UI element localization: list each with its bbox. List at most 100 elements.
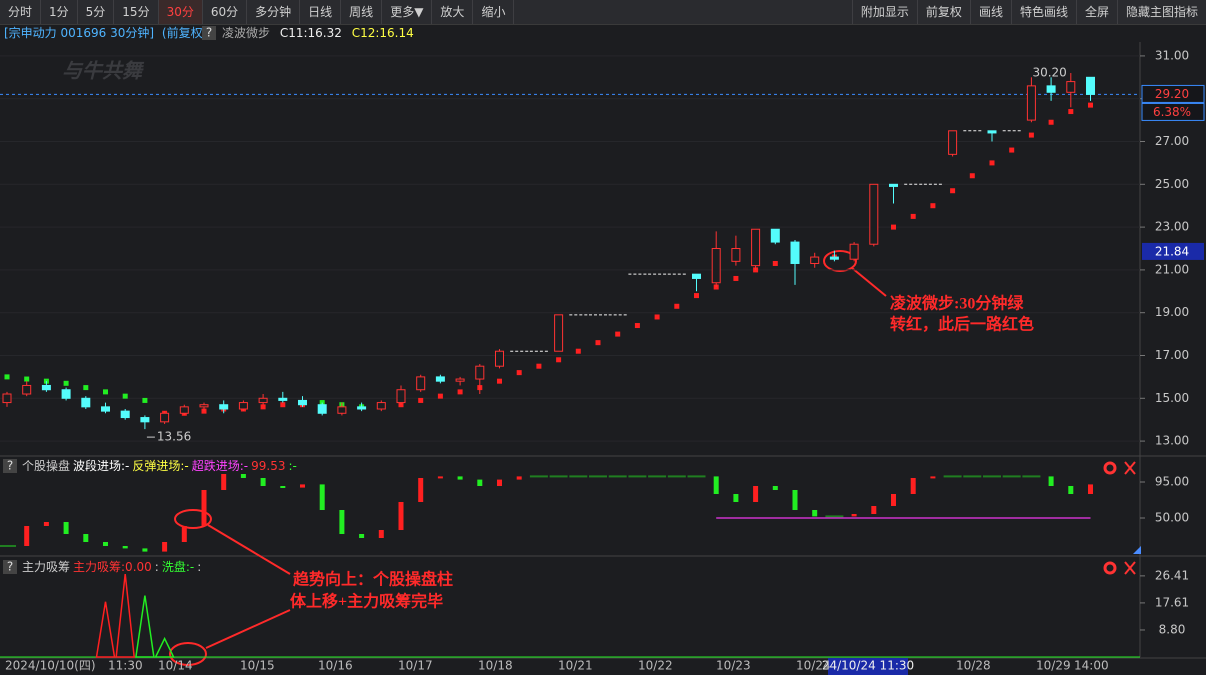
- toolbar-button[interactable]: 更多▼: [382, 0, 433, 24]
- annotation: 凌波微步:30分钟绿: [890, 294, 1024, 313]
- toolbar-button[interactable]: 30分: [158, 0, 203, 24]
- cursor-price: 21.84: [1155, 244, 1189, 258]
- trend-dot: [772, 260, 778, 266]
- period-buttons: 分时 1分 5分 15分 30分 60分 多分钟 日线 周线 更多▼ 放大 缩小: [0, 0, 515, 24]
- c1: C11:16.32: [280, 26, 342, 40]
- toolbar-button[interactable]: 画线: [969, 0, 1011, 24]
- x-tick-label: 10/14: [158, 659, 193, 673]
- candle-body: [849, 243, 859, 260]
- indicator-bar: [280, 486, 286, 488]
- indicator-bar: [162, 542, 168, 552]
- candle-body: [1086, 76, 1095, 95]
- y-tick-label: 13.00: [1155, 434, 1189, 448]
- indicator-bar: [667, 475, 686, 478]
- trend-dot: [1068, 109, 1074, 115]
- resize-handle[interactable]: [1133, 546, 1141, 554]
- toolbar-button[interactable]: 附加显示: [851, 0, 917, 24]
- toolbar-button[interactable]: 5分: [78, 0, 115, 24]
- y-tick-label: 8.80: [1159, 622, 1186, 636]
- indicator-bar: [1068, 486, 1074, 494]
- indicator-bar: [83, 534, 89, 542]
- panel-label: :: [155, 560, 159, 574]
- toolbar-button[interactable]: 1分: [41, 0, 78, 24]
- candle-body: [731, 248, 741, 262]
- callout-line: [205, 609, 291, 649]
- indicator-bar: [398, 502, 404, 530]
- close-icon[interactable]: [1124, 461, 1136, 475]
- toolbar-button[interactable]: 放大: [432, 0, 474, 24]
- y-tick-label: 27.00: [1155, 134, 1189, 148]
- candle-body: [219, 404, 229, 410]
- candle-body: [554, 314, 564, 352]
- candle-body: [140, 417, 150, 423]
- close-icon[interactable]: [1124, 561, 1136, 575]
- toolbar-button[interactable]: 日线: [300, 0, 342, 24]
- toolbar-button[interactable]: 60分: [203, 0, 248, 24]
- candle-body: [692, 273, 701, 279]
- indicator-bar: [812, 510, 818, 517]
- settings-icon[interactable]: [1103, 461, 1117, 475]
- indicator-bar: [477, 479, 483, 486]
- toolbar-button[interactable]: 周线: [341, 0, 383, 24]
- indicator-bar: [851, 514, 857, 517]
- candle-body: [199, 404, 209, 408]
- indicator-bar: [687, 475, 706, 478]
- tool-buttons: 附加显示 前复权 画线 特色画线 全屏 隐藏主图指标: [851, 0, 1206, 24]
- trend-dot: [1028, 132, 1034, 138]
- help[interactable]: ?: [206, 26, 212, 40]
- trend-dot: [575, 348, 581, 354]
- candle-body: [987, 130, 997, 134]
- last-price: 29.20: [1155, 87, 1189, 101]
- help-box[interactable]: [202, 26, 216, 40]
- indicator-bar: [418, 478, 424, 502]
- toolbar: 分时 1分 5分 15分 30分 60分 多分钟 日线 周线 更多▼ 放大 缩小 附加显示 前复权 画线 特色…: [0, 0, 1206, 25]
- background: [0, 25, 1206, 675]
- trend-dot: [260, 404, 266, 410]
- indicator-bar: [142, 548, 148, 552]
- indicator-bar: [628, 475, 647, 478]
- y-tick-label: 21.00: [1155, 262, 1189, 276]
- candle-body: [317, 404, 327, 414]
- indicator-bar: [753, 486, 759, 502]
- trend-dot: [654, 314, 660, 320]
- annotation: 趋势向上：个股操盘柱: [293, 570, 453, 589]
- trend-dot: [733, 275, 739, 281]
- highlight-ellipse: [174, 509, 212, 529]
- trend-dot: [24, 376, 30, 382]
- y-tick-label: 17.61: [1155, 595, 1189, 609]
- indicator-bar: [733, 494, 739, 502]
- x-tick-label: 10/29: [1036, 659, 1071, 673]
- toolbar-button[interactable]: 隐藏主图指标: [1116, 0, 1206, 24]
- candle-body: [258, 397, 268, 404]
- callout-line: [851, 267, 887, 297]
- candle-body: [298, 399, 307, 406]
- toolbar-button[interactable]: 多分钟: [247, 0, 301, 24]
- indicator-bar: [122, 546, 128, 549]
- x-tick-label: 10/22: [638, 659, 673, 673]
- cursor-date-box: [828, 658, 908, 675]
- toolbar-button[interactable]: 分时: [0, 0, 42, 24]
- change-tag: [1141, 102, 1205, 121]
- help: ?: [7, 459, 13, 473]
- flow-bar: [135, 595, 155, 658]
- x-tick-label: 10/21: [558, 659, 593, 673]
- toolbar-button[interactable]: 前复权: [916, 0, 970, 24]
- trend-dot: [615, 331, 621, 337]
- settings-icon[interactable]: [1103, 561, 1117, 575]
- y-tick-label: 15.00: [1155, 391, 1189, 405]
- c2: C12:16.14: [352, 26, 414, 40]
- toolbar-button[interactable]: 15分: [114, 0, 159, 24]
- toolbar-button[interactable]: 缩小: [473, 0, 515, 24]
- toolbar-button[interactable]: 全屏: [1075, 0, 1117, 24]
- indicator-bar: [825, 515, 844, 518]
- y-tick-label: 23.00: [1155, 220, 1189, 234]
- toolbar-button[interactable]: 特色画线: [1010, 0, 1076, 24]
- x-tick-label: 10/17: [398, 659, 433, 673]
- indicator-bar: [1048, 476, 1054, 486]
- indicator-bar: [871, 506, 877, 514]
- candle-body: [889, 183, 898, 187]
- trend-dot: [497, 378, 502, 384]
- indicator-bar: [260, 478, 266, 486]
- candle-body: [1066, 81, 1076, 93]
